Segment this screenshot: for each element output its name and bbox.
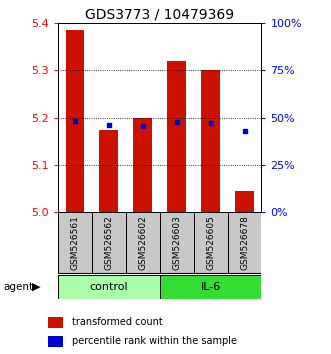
Bar (66, 30, 84, 212)
Bar (235, 191, 254, 212)
Bar (48, 317, 63, 328)
Bar (160, 212, 194, 274)
Bar (133, 118, 152, 212)
Text: control: control (89, 282, 128, 292)
Text: GSM526561: GSM526561 (71, 215, 79, 270)
Text: GSM526605: GSM526605 (206, 215, 215, 270)
Bar (92, 212, 126, 274)
Text: GSM526603: GSM526603 (172, 215, 181, 270)
Bar (201, 70, 220, 212)
Bar (194, 212, 227, 274)
Text: IL-6: IL-6 (201, 282, 221, 292)
Title: GDS3773 / 10479369: GDS3773 / 10479369 (85, 8, 234, 22)
Bar (167, 61, 186, 212)
Bar (126, 212, 160, 274)
Bar (58, 212, 92, 274)
Text: GSM526562: GSM526562 (104, 215, 113, 269)
Text: ▶: ▶ (32, 282, 41, 292)
Bar (160, 275, 261, 299)
Text: GSM526678: GSM526678 (240, 215, 249, 270)
Bar (58, 275, 160, 299)
Text: agent: agent (3, 282, 33, 292)
Bar (48, 336, 63, 347)
Text: percentile rank within the sample: percentile rank within the sample (72, 336, 237, 346)
Bar (100, 130, 118, 212)
Bar (227, 212, 261, 274)
Text: transformed count: transformed count (72, 318, 163, 327)
Text: GSM526602: GSM526602 (138, 215, 147, 269)
